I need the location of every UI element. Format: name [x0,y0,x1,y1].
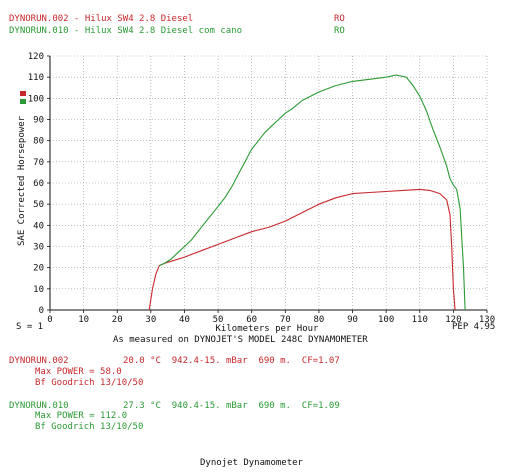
run1-legend-label: DYNORUN.002 - Hilux SW4 2.8 Diesel [9,14,194,24]
x-tick-label: 40 [179,315,190,325]
y-tick-label: 40 [33,221,44,231]
run1-max-power: Max POWER = 58.0 [35,367,122,377]
run2-title: DYNORUN.010 [9,401,69,411]
x-tick-label: 10 [78,315,89,325]
y-tick-label: 0 [39,306,44,316]
series-line-1 [148,188,456,311]
x-tick-label: 90 [347,315,358,325]
x-tick-label: 60 [246,315,257,325]
chart-grid [50,55,488,310]
brand-footer: Dynojet Dynamometer [200,458,303,468]
x-tick-label: 100 [378,315,394,325]
run1-tire: Bf Goodrich 13/10/50 [35,378,144,388]
run1-legend-code: RO [334,14,345,24]
x-tick-label: 20 [112,315,123,325]
x-tick-label: 0 [47,315,52,325]
x-tick-label: 120 [445,315,461,325]
run2-tire: Bf Goodrich 13/10/50 [35,422,144,432]
y-tick-label: 110 [28,73,44,83]
x-tick-label: 80 [314,315,325,325]
measured-note: As measured on DYNOJET'S MODEL 248C DYNA… [113,335,368,345]
run1-title: DYNORUN.002 [9,356,69,366]
y-tick-label: 70 [33,158,44,168]
series-line-2 [159,74,466,311]
dyno-chart: 0 10 20 30 40 50 60 70 80 90 100 110 120 130 0 10 20 30 40… [17,52,495,334]
y-tick-label: 90 [33,116,44,126]
s-value-label: S = 1 [16,322,44,332]
run2-conditions: 27.3 °C 940.4-15. mBar 690 m. CF=1.09 [123,401,340,411]
run2-color-swatch [20,99,26,104]
y-tick-label: 20 [33,264,44,274]
x-axis-label: Kilometers per Hour [216,324,320,334]
y-tick-label: 30 [33,243,44,253]
y-tick-label: 100 [28,94,44,104]
x-tick-label: 130 [479,315,495,325]
y-tick-label: 120 [28,52,44,62]
run2-max-power: Max POWER = 112.0 [35,411,128,421]
x-tick-label: 30 [145,315,156,325]
y-tick-label: 50 [33,200,44,210]
pep-label: PEP 4.95 [452,322,496,332]
y-tick-label: 80 [33,137,44,147]
run1-color-swatch [20,91,26,96]
x-tick-label: 110 [412,315,428,325]
chart-ticks: 0 10 20 30 40 50 60 70 80 90 100 110 120 130 0 10 20 30 40… [28,52,495,325]
chart-series [148,74,466,311]
y-tick-label: 60 [33,179,44,189]
run2-legend-code: RO [334,26,345,36]
y-axis-label: SAE Corrected Horsepower [17,115,27,246]
chart-axes [47,55,488,313]
y-tick-label: 10 [33,285,44,295]
run1-conditions: 20.0 °C 942.4-15. mBar 690 m. CF=1.07 [123,356,340,366]
run2-legend-label: DYNORUN.010 - Hilux SW4 2.8 Diesel com c… [9,26,242,36]
x-tick-label: 50 [213,315,224,325]
x-tick-label: 70 [280,315,291,325]
